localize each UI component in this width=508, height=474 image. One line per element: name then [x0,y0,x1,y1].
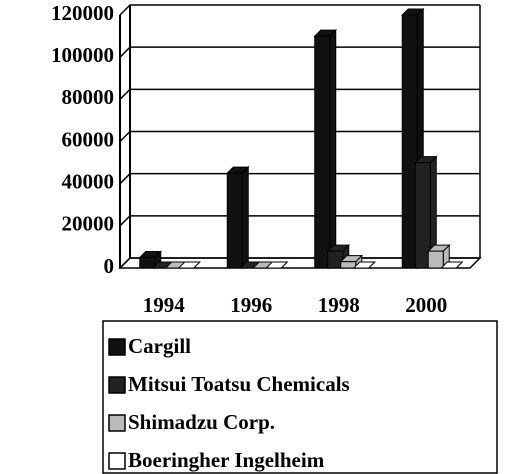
bar-front [414,162,431,269]
grid-line [119,130,480,143]
x-tick-label: 1998 [318,293,360,317]
bar [265,261,289,269]
legend-swatch [108,338,126,356]
bar-top [440,261,464,269]
bar-top [352,261,376,269]
legend-swatch [108,452,126,470]
legend-label: Boeringher Ingelheim [128,448,325,472]
x-tick-label: 2000 [405,293,447,317]
bar-front [401,14,418,269]
grid-line [119,257,480,269]
bar-top [177,261,201,269]
legend-swatch [108,414,126,432]
bar [440,261,464,269]
bar-top [265,261,289,269]
bar [352,261,376,269]
legend-swatch [108,376,126,394]
y-tick-label: 100000 [51,43,114,67]
y-tick-label: 20000 [62,212,115,236]
grid-line [119,4,480,16]
bar-front [139,256,156,269]
bar-side [329,28,337,270]
bar-front [427,250,444,269]
x-tick-label: 1996 [230,293,272,317]
bar [414,155,438,270]
legend-label: Mitsui Toatsu Chemicals [128,372,350,396]
bar [313,28,337,270]
grid-line [119,46,480,58]
legend-box [102,320,498,474]
bar-front [314,35,331,269]
bar-front [340,261,357,269]
bar [226,165,250,270]
grid-line [119,88,480,100]
bar [177,261,201,269]
x-tick-label: 1994 [143,293,186,317]
bar-front [226,172,243,269]
legend-label: Cargill [128,334,191,358]
y-tick-label: 0 [104,254,115,278]
bar-side [241,165,249,270]
y-tick-label: 40000 [62,169,115,193]
grid-line [119,215,480,227]
legend-label: Shimadzu Corp. [128,410,275,434]
y-tick-label: 80000 [62,85,115,109]
y-tick-label: 60000 [62,127,115,151]
y-tick-label: 120000 [51,1,114,25]
grid-line [119,172,480,185]
bar [339,254,363,270]
